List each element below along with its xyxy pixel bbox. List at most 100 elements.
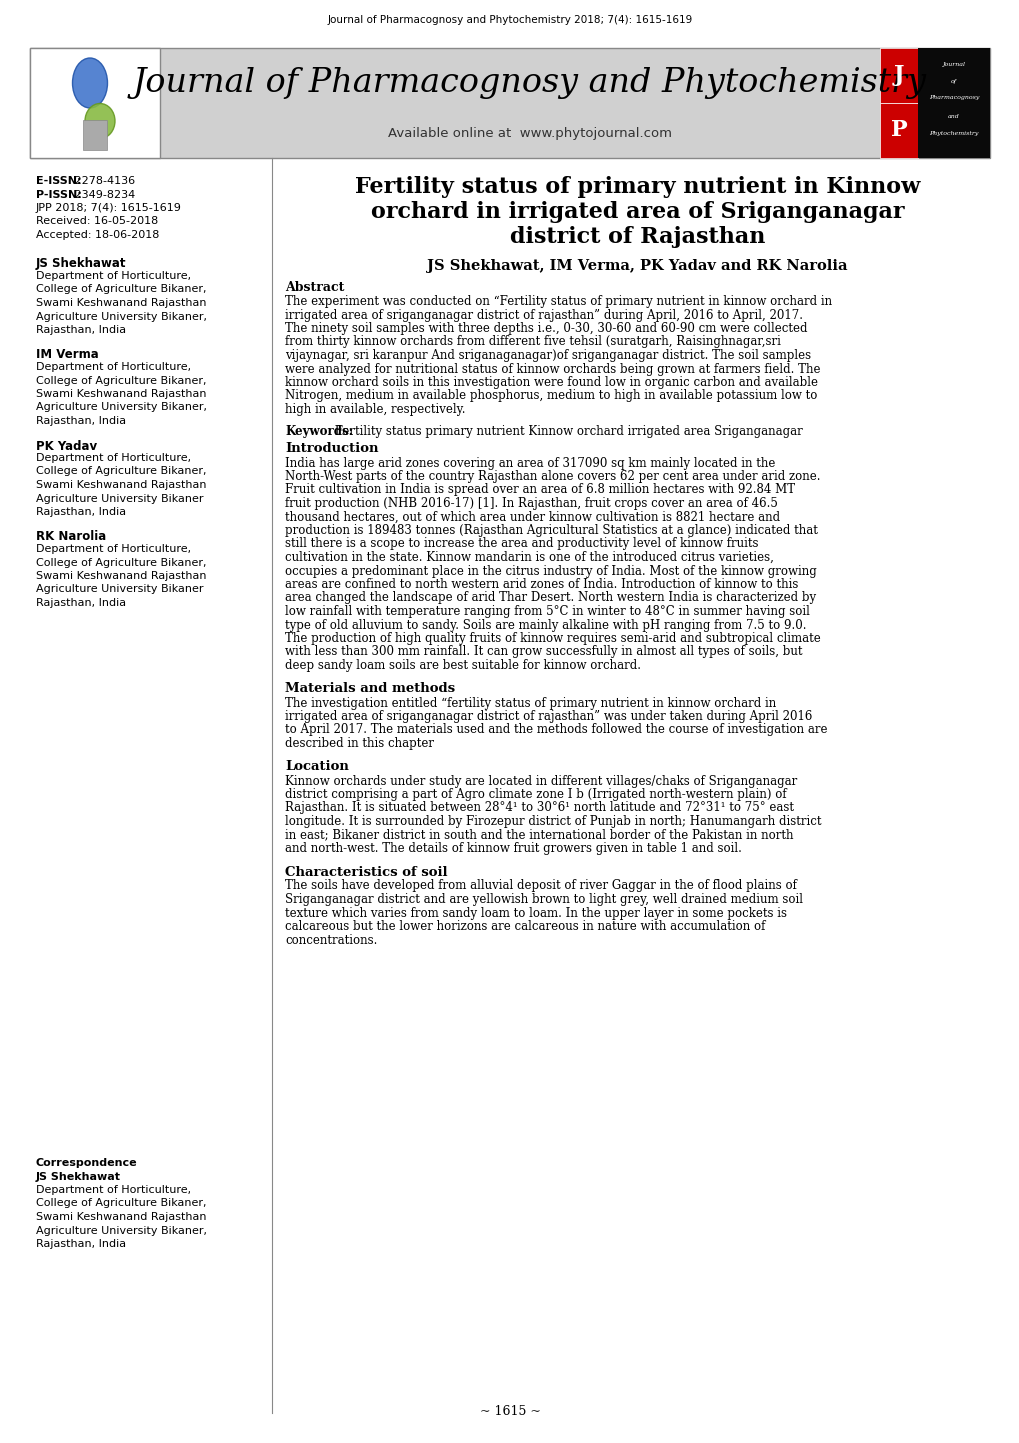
Text: Journal of Pharmacognosy and Phytochemistry 2018; 7(4): 1615-1619: Journal of Pharmacognosy and Phytochemis… bbox=[327, 14, 692, 25]
Text: Department of Horticulture,: Department of Horticulture, bbox=[36, 453, 191, 463]
Text: deep sandy loam soils are best suitable for kinnow orchard.: deep sandy loam soils are best suitable … bbox=[284, 659, 640, 672]
Text: The soils have developed from alluvial deposit of river Gaggar in the of flood p: The soils have developed from alluvial d… bbox=[284, 879, 796, 893]
Text: district comprising a part of Agro climate zone I b (Irrigated north-western pla: district comprising a part of Agro clima… bbox=[284, 788, 786, 801]
Text: JS Shekhawat: JS Shekhawat bbox=[36, 1172, 121, 1182]
Text: from thirty kinnow orchards from different five tehsil (suratgarh, Raisinghnagar: from thirty kinnow orchards from differe… bbox=[284, 336, 781, 349]
Text: and: and bbox=[948, 114, 959, 118]
Text: Fertility status primary nutrient Kinnow orchard irrigated area Sriganganagar: Fertility status primary nutrient Kinnow… bbox=[330, 424, 802, 437]
Text: Received: 16-05-2018: Received: 16-05-2018 bbox=[36, 216, 158, 227]
Text: Materials and methods: Materials and methods bbox=[284, 683, 454, 696]
Text: College of Agriculture Bikaner,: College of Agriculture Bikaner, bbox=[36, 1199, 206, 1208]
Text: Department of Horticulture,: Department of Horticulture, bbox=[36, 544, 191, 554]
Text: India has large arid zones covering an area of 317090 sq km mainly located in th: India has large arid zones covering an a… bbox=[284, 456, 774, 469]
Bar bbox=[879, 102, 917, 157]
Text: Department of Horticulture,: Department of Horticulture, bbox=[36, 1185, 191, 1195]
Text: Rajasthan, India: Rajasthan, India bbox=[36, 325, 126, 335]
Text: kinnow orchard soils in this investigation were found low in organic carbon and : kinnow orchard soils in this investigati… bbox=[284, 377, 817, 390]
Text: Rajasthan, India: Rajasthan, India bbox=[36, 506, 126, 517]
Text: concentrations.: concentrations. bbox=[284, 934, 377, 947]
Text: Agriculture University Bikaner: Agriculture University Bikaner bbox=[36, 584, 204, 595]
Text: calcareous but the lower horizons are calcareous in nature with accumulation of: calcareous but the lower horizons are ca… bbox=[284, 921, 764, 934]
Text: Rajasthan, India: Rajasthan, India bbox=[36, 597, 126, 608]
Text: low rainfall with temperature ranging from 5°C in winter to 48°C in summer havin: low rainfall with temperature ranging fr… bbox=[284, 605, 809, 618]
Bar bbox=[30, 48, 989, 157]
Text: in east; Bikaner district in south and the international border of the Pakistan : in east; Bikaner district in south and t… bbox=[284, 828, 793, 841]
Text: Keywords:: Keywords: bbox=[284, 424, 353, 437]
Text: thousand hectares, out of which area under kinnow cultivation is 8821 hectare an: thousand hectares, out of which area und… bbox=[284, 511, 780, 524]
Text: of: of bbox=[950, 78, 956, 84]
Text: Agriculture University Bikaner,: Agriculture University Bikaner, bbox=[36, 312, 207, 322]
Text: Swami Keshwanand Rajasthan: Swami Keshwanand Rajasthan bbox=[36, 299, 206, 307]
Text: district of Rajasthan: district of Rajasthan bbox=[510, 227, 764, 248]
Text: Rajasthan. It is situated between 28°4¹ to 30°6¹ north latitude and 72°31¹ to 75: Rajasthan. It is situated between 28°4¹ … bbox=[284, 801, 793, 814]
Text: irrigated area of sriganganagar district of rajasthan” was under taken during Ap: irrigated area of sriganganagar district… bbox=[284, 710, 811, 723]
Text: The investigation entitled “fertility status of primary nutrient in kinnow orcha: The investigation entitled “fertility st… bbox=[284, 697, 775, 710]
Text: Phytochemistry: Phytochemistry bbox=[928, 131, 977, 136]
Text: College of Agriculture Bikaner,: College of Agriculture Bikaner, bbox=[36, 375, 206, 385]
Text: JS Shekhawat, IM Verma, PK Yadav and RK Narolia: JS Shekhawat, IM Verma, PK Yadav and RK … bbox=[427, 258, 847, 273]
Text: orchard in irrigated area of Sriganganagar: orchard in irrigated area of Sriganganag… bbox=[370, 201, 904, 224]
Text: 2278-4136: 2278-4136 bbox=[71, 176, 135, 186]
Bar bbox=[879, 48, 917, 102]
Text: high in available, respectively.: high in available, respectively. bbox=[284, 403, 465, 416]
Text: Swami Keshwanand Rajasthan: Swami Keshwanand Rajasthan bbox=[36, 390, 206, 400]
Text: with less than 300 mm rainfall. It can grow successfully in almost all types of : with less than 300 mm rainfall. It can g… bbox=[284, 645, 802, 658]
Text: Available online at  www.phytojournal.com: Available online at www.phytojournal.com bbox=[387, 127, 672, 140]
Text: P: P bbox=[890, 120, 907, 141]
Text: Rajasthan, India: Rajasthan, India bbox=[36, 416, 126, 426]
Text: JS Shekhawat: JS Shekhawat bbox=[36, 257, 126, 270]
Text: Agriculture University Bikaner,: Agriculture University Bikaner, bbox=[36, 403, 207, 413]
Text: College of Agriculture Bikaner,: College of Agriculture Bikaner, bbox=[36, 466, 206, 476]
Text: Swami Keshwanand Rajasthan: Swami Keshwanand Rajasthan bbox=[36, 571, 206, 582]
Text: 2349-8234: 2349-8234 bbox=[71, 189, 136, 199]
Text: North-West parts of the country Rajasthan alone covers 62 per cent area under ar: North-West parts of the country Rajastha… bbox=[284, 470, 819, 483]
Text: texture which varies from sandy loam to loam. In the upper layer in some pockets: texture which varies from sandy loam to … bbox=[284, 906, 787, 919]
Text: Sriganganagar district and are yellowish brown to light grey, well drained mediu: Sriganganagar district and are yellowish… bbox=[284, 893, 802, 906]
Bar bbox=[917, 48, 989, 157]
Text: type of old alluvium to sandy. Soils are mainly alkaline with pH ranging from 7.: type of old alluvium to sandy. Soils are… bbox=[284, 619, 806, 632]
Text: Agriculture University Bikaner: Agriculture University Bikaner bbox=[36, 494, 204, 504]
Text: IM Verma: IM Verma bbox=[36, 349, 99, 362]
Text: Location: Location bbox=[284, 760, 348, 773]
Text: Swami Keshwanand Rajasthan: Swami Keshwanand Rajasthan bbox=[36, 1212, 206, 1222]
Text: were analyzed for nutritional status of kinnow orchards being grown at farmers f: were analyzed for nutritional status of … bbox=[284, 362, 819, 375]
Text: P-ISSN:: P-ISSN: bbox=[36, 189, 82, 199]
Text: Journal: Journal bbox=[942, 62, 965, 66]
Text: RK Narolia: RK Narolia bbox=[36, 531, 106, 544]
Text: Pharmacognosy: Pharmacognosy bbox=[928, 95, 978, 100]
Text: The experiment was conducted on “Fertility status of primary nutrient in kinnow : The experiment was conducted on “Fertili… bbox=[284, 294, 832, 307]
Text: Department of Horticulture,: Department of Horticulture, bbox=[36, 362, 191, 372]
Text: The ninety soil samples with three depths i.e., 0-30, 30-60 and 60-90 cm were co: The ninety soil samples with three depth… bbox=[284, 322, 807, 335]
Text: Introduction: Introduction bbox=[284, 443, 378, 456]
Text: J: J bbox=[893, 65, 904, 87]
Bar bbox=[83, 120, 107, 150]
Text: E-ISSN:: E-ISSN: bbox=[36, 176, 82, 186]
Text: JPP 2018; 7(4): 1615-1619: JPP 2018; 7(4): 1615-1619 bbox=[36, 203, 181, 214]
Ellipse shape bbox=[85, 104, 115, 139]
Text: Accepted: 18-06-2018: Accepted: 18-06-2018 bbox=[36, 229, 159, 240]
Text: The production of high quality fruits of kinnow requires semi-arid and subtropic: The production of high quality fruits of… bbox=[284, 632, 820, 645]
Text: Swami Keshwanand Rajasthan: Swami Keshwanand Rajasthan bbox=[36, 481, 206, 491]
Text: area changed the landscape of arid Thar Desert. North western India is character: area changed the landscape of arid Thar … bbox=[284, 592, 815, 605]
Text: still there is a scope to increase the area and productivity level of kinnow fru: still there is a scope to increase the a… bbox=[284, 537, 758, 550]
Text: and north-west. The details of kinnow fruit growers given in table 1 and soil.: and north-west. The details of kinnow fr… bbox=[284, 843, 741, 856]
Text: Fruit cultivation in India is spread over an area of 6.8 million hectares with 9: Fruit cultivation in India is spread ove… bbox=[284, 483, 795, 496]
Text: Correspondence: Correspondence bbox=[36, 1157, 138, 1167]
Text: College of Agriculture Bikaner,: College of Agriculture Bikaner, bbox=[36, 284, 206, 294]
Text: ~ 1615 ~: ~ 1615 ~ bbox=[479, 1405, 540, 1418]
Text: to April 2017. The materials used and the methods followed the course of investi: to April 2017. The materials used and th… bbox=[284, 723, 826, 736]
Text: Journal of Pharmacognosy and Phytochemistry: Journal of Pharmacognosy and Phytochemis… bbox=[132, 68, 926, 100]
Text: fruit production (NHB 2016-17) [1]. In Rajasthan, fruit crops cover an area of 4: fruit production (NHB 2016-17) [1]. In R… bbox=[284, 496, 777, 509]
Text: Abstract: Abstract bbox=[284, 281, 344, 294]
Bar bbox=[30, 48, 160, 157]
Text: Agriculture University Bikaner,: Agriculture University Bikaner, bbox=[36, 1225, 207, 1235]
Text: Kinnow orchards under study are located in different villages/chaks of Srigangan: Kinnow orchards under study are located … bbox=[284, 775, 797, 788]
Text: PK Yadav: PK Yadav bbox=[36, 440, 97, 453]
Text: Nitrogen, medium in available phosphorus, medium to high in available potassium : Nitrogen, medium in available phosphorus… bbox=[284, 390, 816, 403]
Text: Fertility status of primary nutrient in Kinnow: Fertility status of primary nutrient in … bbox=[355, 176, 919, 198]
Text: described in this chapter: described in this chapter bbox=[284, 737, 433, 750]
Text: Rajasthan, India: Rajasthan, India bbox=[36, 1240, 126, 1250]
Text: Characteristics of soil: Characteristics of soil bbox=[284, 866, 447, 879]
Text: occupies a predominant place in the citrus industry of India. Most of the kinnow: occupies a predominant place in the citr… bbox=[284, 564, 816, 577]
Text: longitude. It is surrounded by Firozepur district of Punjab in north; Hanumangar: longitude. It is surrounded by Firozepur… bbox=[284, 815, 820, 828]
